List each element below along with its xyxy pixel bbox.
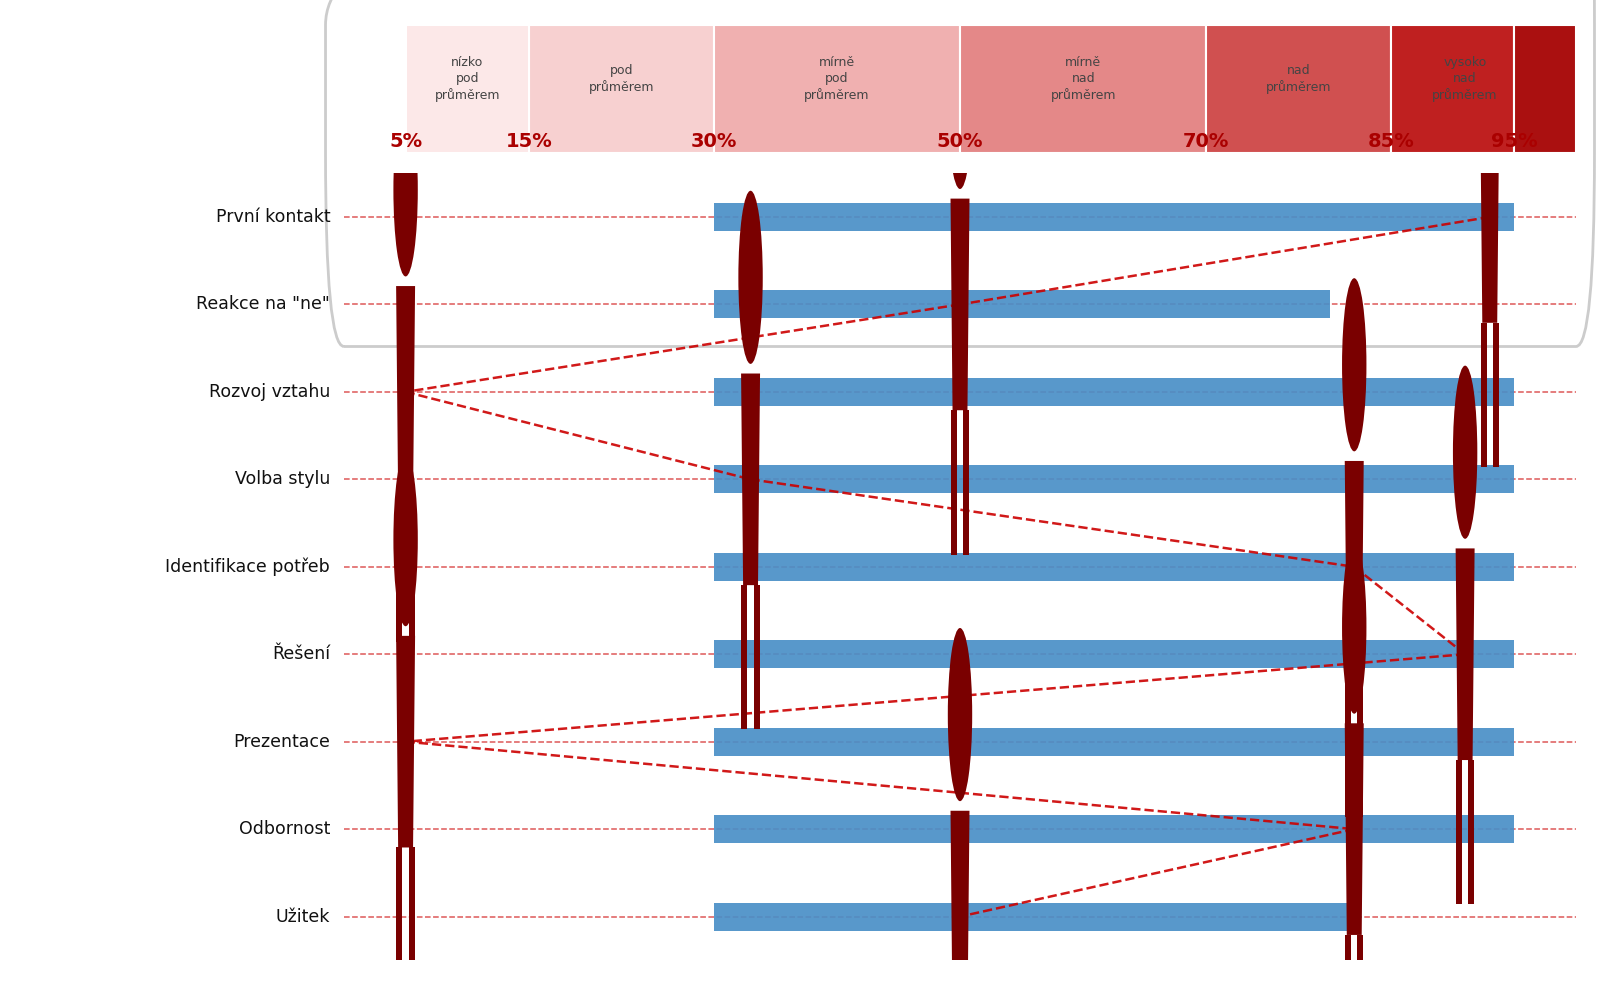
Polygon shape <box>1344 724 1363 935</box>
Polygon shape <box>963 410 970 554</box>
Polygon shape <box>1480 323 1486 467</box>
Text: Volba stylu: Volba stylu <box>235 470 330 488</box>
Text: Odbornost: Odbornost <box>238 820 330 839</box>
Bar <box>714 903 1354 931</box>
Bar <box>528 25 714 153</box>
Text: Identifikace potřeb: Identifikace potřeb <box>165 557 330 576</box>
Bar <box>714 641 1515 668</box>
Circle shape <box>947 16 973 189</box>
Circle shape <box>1477 0 1502 102</box>
Text: vysoko
nad
průměrem: vysoko nad průměrem <box>1432 55 1498 102</box>
Text: 15%: 15% <box>506 132 552 150</box>
Polygon shape <box>1346 935 1350 990</box>
Text: První kontakt: První kontakt <box>216 208 330 226</box>
Circle shape <box>1453 365 1477 539</box>
Bar <box>1206 25 1392 153</box>
Polygon shape <box>410 847 414 990</box>
Polygon shape <box>950 410 957 554</box>
Polygon shape <box>1346 672 1350 817</box>
Bar <box>714 465 1515 493</box>
Circle shape <box>947 628 973 801</box>
Bar <box>714 552 1515 581</box>
Polygon shape <box>1456 548 1475 760</box>
Text: Reakce na "ne": Reakce na "ne" <box>197 295 330 314</box>
Circle shape <box>738 191 763 364</box>
Text: nízko
pod
průměrem: nízko pod průměrem <box>435 55 499 102</box>
Polygon shape <box>950 811 970 990</box>
Polygon shape <box>754 585 760 730</box>
Polygon shape <box>1344 461 1363 672</box>
Text: nad
průměrem: nad průměrem <box>1266 63 1331 94</box>
Bar <box>714 290 1330 319</box>
Bar <box>714 815 1515 843</box>
Polygon shape <box>1357 672 1363 817</box>
Polygon shape <box>1469 760 1474 904</box>
Text: 5%: 5% <box>389 132 422 150</box>
Circle shape <box>394 103 418 276</box>
Polygon shape <box>397 498 402 642</box>
Polygon shape <box>741 585 747 730</box>
Polygon shape <box>1493 323 1499 467</box>
Bar <box>1392 25 1515 153</box>
Text: 85%: 85% <box>1368 132 1414 150</box>
Circle shape <box>1342 541 1366 714</box>
Text: Rozvoj vztahu: Rozvoj vztahu <box>210 383 330 401</box>
Circle shape <box>1342 278 1366 451</box>
Bar <box>406 25 530 153</box>
Text: mírně
nad
průměrem: mírně nad průměrem <box>1051 55 1115 102</box>
Polygon shape <box>397 286 414 498</box>
Bar <box>714 25 960 153</box>
Polygon shape <box>741 373 760 585</box>
Bar <box>714 728 1515 755</box>
Polygon shape <box>1357 935 1363 990</box>
Polygon shape <box>1456 760 1462 904</box>
Text: 50%: 50% <box>936 132 984 150</box>
Text: 95%: 95% <box>1491 132 1538 150</box>
Polygon shape <box>397 636 414 847</box>
Circle shape <box>394 453 418 627</box>
Bar <box>344 25 406 153</box>
Bar <box>714 203 1515 231</box>
Polygon shape <box>410 498 414 642</box>
Text: mírně
pod
průměrem: mírně pod průměrem <box>805 55 869 102</box>
Text: Řešení: Řešení <box>272 645 330 663</box>
Polygon shape <box>950 199 970 410</box>
Text: pod
průměrem: pod průměrem <box>589 63 654 94</box>
Bar <box>714 378 1515 406</box>
Text: 30%: 30% <box>691 132 736 150</box>
Polygon shape <box>1480 111 1499 323</box>
Text: Prezentace: Prezentace <box>234 733 330 750</box>
Text: 70%: 70% <box>1184 132 1229 150</box>
Text: Užitek: Užitek <box>275 908 330 926</box>
Bar <box>960 25 1206 153</box>
Bar <box>1515 25 1576 153</box>
Polygon shape <box>397 847 402 990</box>
